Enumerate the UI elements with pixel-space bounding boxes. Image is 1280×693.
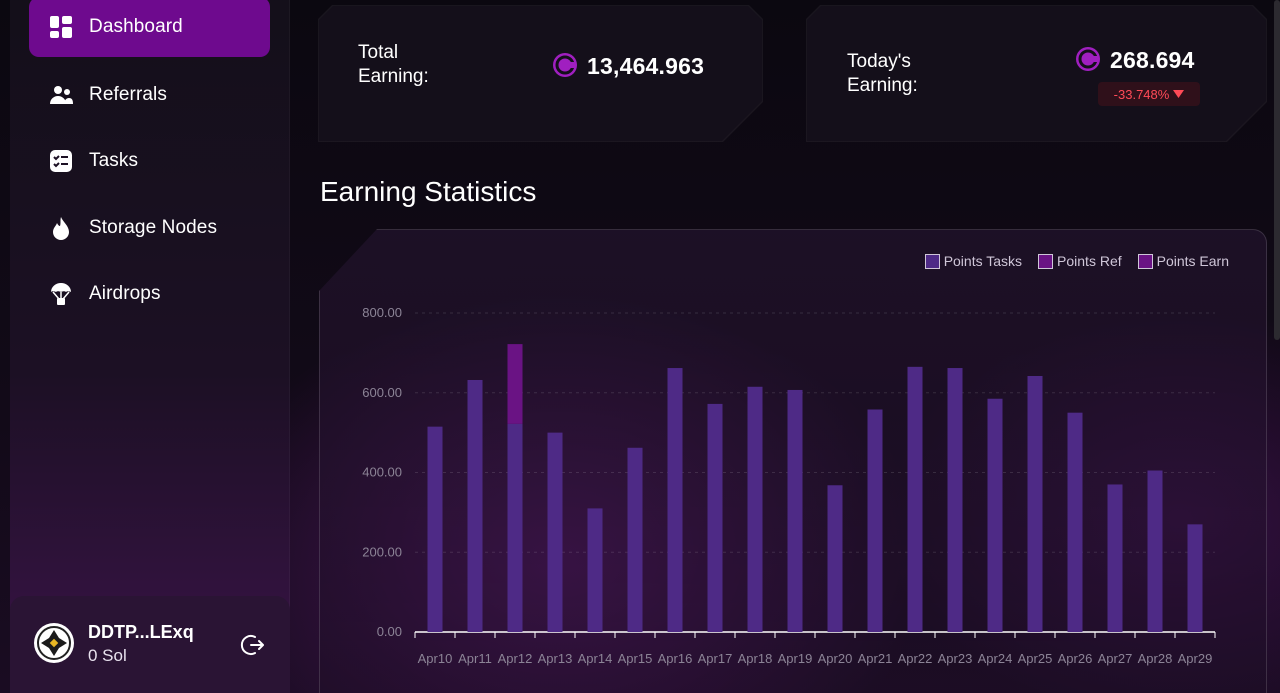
total-earning-card: [319, 6, 762, 141]
legend-label: Points Tasks: [943, 253, 1023, 269]
legend-swatch: [1137, 253, 1153, 269]
sidebar-item-airdrops[interactable]: Airdrops: [29, 264, 270, 324]
user-wallet-name: DDTP...LExq: [88, 622, 194, 642]
chart-legend: Points Tasks Points Ref Points Earn: [924, 253, 1229, 269]
change-value: -33.748%: [1113, 86, 1170, 102]
page-scrollbar[interactable]: [1274, 0, 1280, 340]
sidebar-item-label: Referrals: [89, 84, 167, 105]
sidebar-item-label: Dashboard: [89, 16, 183, 37]
sidebar-item-dashboard[interactable]: Dashboard: [29, 0, 270, 57]
legend-item-tasks[interactable]: Points Tasks: [924, 253, 1023, 269]
storage-drop-icon: [49, 216, 73, 240]
chart-panel: [319, 229, 1267, 693]
sidebar-item-referrals[interactable]: Referrals: [29, 65, 270, 125]
today-earning-value: 268.694: [1110, 47, 1195, 73]
section-title: Earning Statistics: [320, 176, 537, 207]
legend-label: Points Ref: [1057, 253, 1122, 269]
sidebar-item-label: Tasks: [89, 150, 139, 171]
legend-item-earn[interactable]: Points Earn: [1137, 253, 1229, 269]
airdrop-parachute-icon: [49, 282, 73, 306]
user-balance: 0 Sol: [88, 646, 127, 665]
total-earning-value: 13,464.963: [587, 53, 705, 79]
legend-label: Points Earn: [1156, 253, 1229, 269]
referrals-users-icon: [49, 83, 73, 107]
legend-swatch: [924, 253, 940, 269]
sidebar-item-tasks[interactable]: Tasks: [29, 131, 270, 191]
user-card: DDTP...LExq 0 Sol: [10, 596, 290, 693]
tasks-checklist-icon: [49, 149, 73, 173]
legend-swatch: [1038, 253, 1054, 269]
avatar[interactable]: [34, 623, 74, 663]
sidebar-item-storage-nodes[interactable]: Storage Nodes: [29, 198, 270, 258]
legend-item-ref[interactable]: Points Ref: [1038, 253, 1122, 269]
logout-icon[interactable]: [240, 632, 266, 658]
coin-icon: [1076, 47, 1100, 71]
today-earning-label: Today's Earning:: [847, 51, 918, 96]
sidebar-item-label: Airdrops: [89, 283, 161, 304]
sidebar: [10, 0, 290, 693]
change-badge: -33.748%: [1098, 82, 1200, 106]
dashboard-grid-icon: [49, 15, 73, 39]
coin-icon: [553, 53, 577, 77]
caret-down-icon: [1173, 90, 1185, 98]
today-earning-card: [807, 6, 1266, 141]
sidebar-item-label: Storage Nodes: [89, 217, 218, 238]
total-earning-label: Total Earning:: [358, 42, 429, 87]
